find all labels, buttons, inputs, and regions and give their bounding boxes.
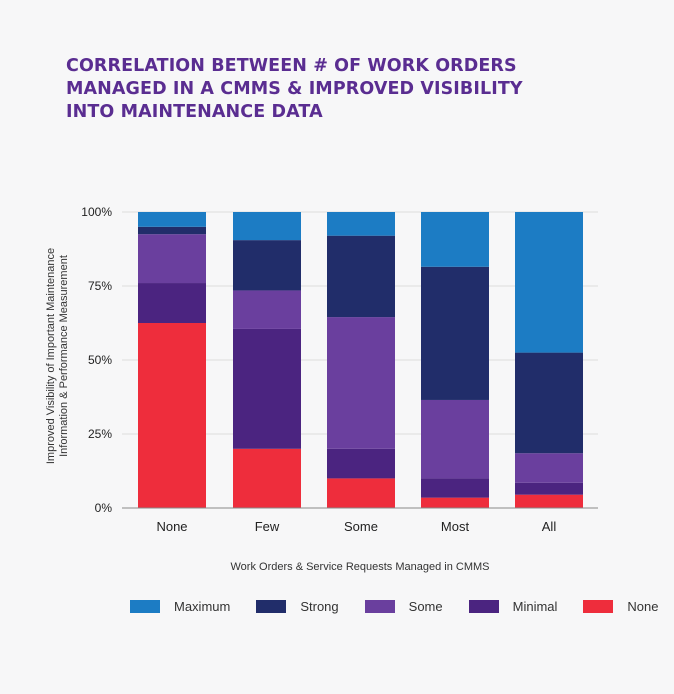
bar-none-maximum (138, 212, 206, 227)
bar-few-some (233, 290, 301, 329)
legend-label: Minimal (512, 599, 558, 614)
legend-label: None (627, 599, 659, 614)
y-axis-title: Improved Visibility of Important Mainten… (45, 248, 70, 464)
x-tick-label-none: None (156, 519, 187, 534)
bar-most-some (421, 399, 489, 479)
bar-some-maximum (327, 212, 395, 236)
x-axis-title: Work Orders & Service Requests Managed i… (231, 561, 490, 573)
bar-most-none (421, 497, 489, 508)
y-axis-title-line-2: Information & Performance Measurement (58, 255, 70, 457)
legend-item-minimal: Minimal (468, 599, 558, 614)
legend-label: Strong (300, 599, 339, 614)
y-tick-label: 50% (88, 353, 112, 367)
bar-all-maximum (515, 212, 583, 353)
legend-item-maximum: Maximum (130, 599, 230, 614)
legend-item-strong: Strong (256, 599, 339, 614)
legend: Maximum Strong Some Minimal None (130, 599, 674, 614)
bar-all-none (515, 494, 583, 508)
y-tick-label: 0% (95, 501, 113, 515)
bar-few-none (233, 448, 301, 508)
bar-some-none (327, 478, 395, 508)
legend-swatch (583, 600, 614, 613)
bar-none-strong (138, 226, 206, 235)
y-tick-label: 25% (88, 427, 112, 441)
x-tick-label-all: All (542, 519, 557, 534)
legend-swatch (130, 600, 160, 613)
x-tick-label-most: Most (441, 519, 470, 534)
y-axis-ticks: 0% 25% 50% 75% 100% (81, 205, 112, 515)
chart-title-line-1: CORRELATION BETWEEN # OF WORK ORDERS (66, 56, 517, 76)
chart-title-line-2: MANAGED IN A CMMS & IMPROVED VISIBILITY (66, 79, 523, 99)
bar-some-strong (327, 235, 395, 318)
bar-some-minimal (327, 448, 395, 479)
bar-all-some (515, 453, 583, 483)
bar-most-minimal (421, 478, 489, 498)
legend-swatch (468, 600, 499, 613)
y-tick-label: 100% (81, 205, 112, 219)
legend-label: Maximum (174, 599, 231, 614)
bar-most-maximum (421, 212, 489, 267)
legend-swatch (256, 600, 287, 613)
legend-item-some: Some (364, 599, 443, 614)
legend-item-none: None (583, 599, 659, 614)
bar-few-maximum (233, 212, 301, 241)
x-tick-label-few: Few (255, 519, 280, 534)
chart-title: CORRELATION BETWEEN # OF WORK ORDERS MAN… (66, 55, 626, 124)
bar-some-some (327, 317, 395, 449)
bar-none-some (138, 234, 206, 284)
legend-swatch (364, 600, 395, 613)
bar-none-minimal (138, 283, 206, 323)
bars (138, 212, 583, 508)
chart-title-line-3: INTO MAINTENANCE DATA (66, 102, 323, 122)
x-tick-label-some: Some (344, 519, 378, 534)
bar-few-strong (233, 240, 301, 291)
y-tick-label: 75% (88, 279, 112, 293)
bar-most-strong (421, 266, 489, 400)
legend-label: Some (408, 599, 443, 614)
bar-all-minimal (515, 482, 583, 495)
x-axis-categories: None Few Some Most All (156, 519, 556, 534)
y-axis-title-line-1: Improved Visibility of Important Mainten… (45, 248, 57, 464)
bar-few-minimal (233, 328, 301, 449)
bar-none-none (138, 323, 206, 508)
bar-all-strong (515, 352, 583, 454)
